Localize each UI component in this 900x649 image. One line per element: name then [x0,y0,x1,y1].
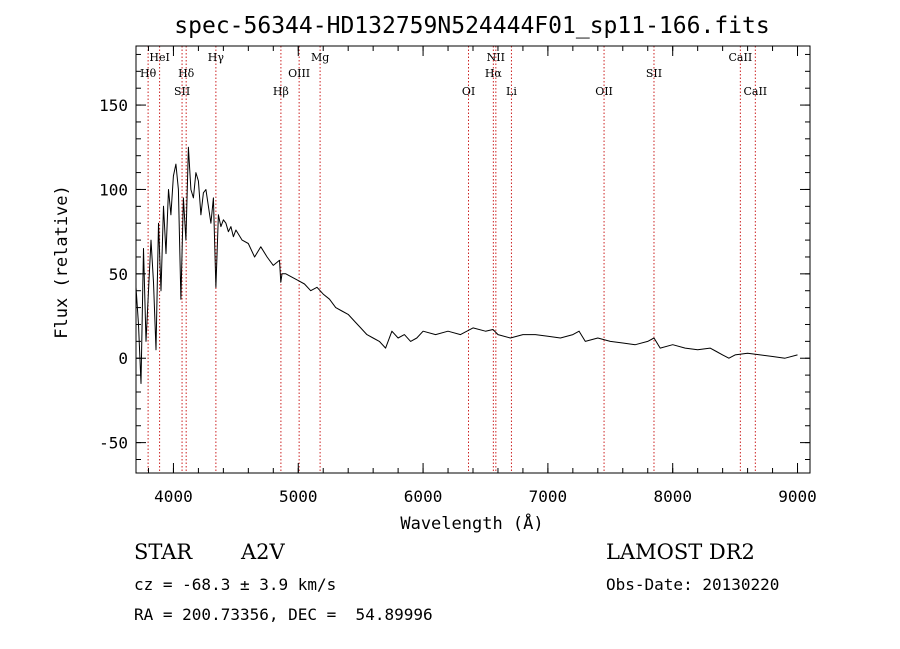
x-tick-label: 5000 [279,487,318,506]
y-tick-label: -50 [99,434,128,453]
object-subclass: A2V [241,540,285,564]
line-marker-label: Li [506,85,517,98]
line-marker-label: Hα [485,67,503,80]
spectrum-series [135,146,798,384]
plot-frame [135,45,811,474]
line-marker-label: SII [174,85,190,98]
line-marker-label: OIII [288,67,310,80]
line-marker-label: Hθ [140,67,157,80]
coordinates: RA = 200.73356, DEC = 54.89996 [134,605,433,624]
chart-title: spec-56344-HD132759N524444F01_sp11-166.f… [174,13,769,39]
line-marker-label: HeI [149,51,169,64]
line-marker-label: Hδ [178,67,195,80]
line-marker-label: CaII [743,85,767,98]
spectrum-line [135,146,798,384]
line-marker-label: OI [462,85,475,98]
line-marker-label: OII [595,85,613,98]
line-marker-label: CaII [729,51,753,64]
line-marker-label: Hβ [273,85,289,98]
y-tick-label: 0 [118,349,128,368]
y-tick-label: 100 [99,180,128,199]
y-tick-label: 150 [99,96,128,115]
line-marker-label: SII [646,67,662,80]
survey-name: LAMOST DR2 [606,540,755,564]
redshift-info: cz = -68.3 ± 3.9 km/s [134,575,337,594]
x-tick-label: 6000 [404,487,443,506]
line-marker-label: NII [487,51,505,64]
x-tick-label: 4000 [154,487,193,506]
x-tick-label: 9000 [778,487,817,506]
y-axis-label: Flux (relative) [52,185,72,339]
y-tick-label: 50 [109,265,128,284]
observation-date: Obs-Date: 20130220 [606,575,780,594]
line-marker-label: Mg [311,51,329,64]
x-axis-label: Wavelength (Å) [400,512,543,534]
object-type: STAR [134,540,193,564]
x-tick-label: 7000 [529,487,568,506]
axis-ticks: 4000 5000 6000 7000 8000 9000 -50 0 50 100 150 [99,46,817,506]
x-tick-label: 8000 [653,487,692,506]
line-marker-label: Hγ [208,51,225,64]
